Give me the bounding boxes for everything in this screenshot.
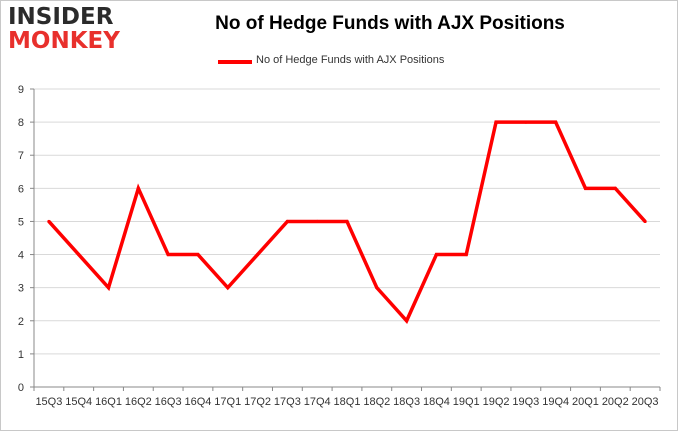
- y-tick-label: 7: [18, 150, 24, 162]
- x-tick-label: 17Q4: [304, 396, 331, 408]
- series: [47, 120, 647, 324]
- data-point: [464, 252, 468, 257]
- x-tick-label: 19Q1: [453, 396, 480, 408]
- y-tick-label: 1: [18, 349, 24, 361]
- x-tick-label: 17Q2: [244, 396, 271, 408]
- x-tick-label: 17Q1: [214, 396, 241, 408]
- y-tick-label: 8: [18, 117, 24, 129]
- data-point: [494, 120, 498, 124]
- y-tick-label: 5: [18, 216, 24, 228]
- x-tick-labels: 15Q3 15Q4 16Q1 16Q2 16Q3 16Q4 17Q1 17Q2 17Q3 17Q4…: [35, 396, 658, 408]
- chart-legend: No of Hedge Funds with AJX Positions: [200, 52, 580, 70]
- data-point: [345, 219, 349, 224]
- logo-line-2: MONKEY: [8, 28, 120, 54]
- data-point: [196, 252, 200, 257]
- data-point: [524, 120, 528, 124]
- y-tick-label: 9: [18, 84, 24, 96]
- x-tick-label: 18Q3: [393, 396, 420, 408]
- x-tick-label: 19Q4: [542, 396, 569, 408]
- data-point: [166, 252, 170, 257]
- x-tick-label: 16Q1: [95, 396, 122, 408]
- x-tick-label: 16Q4: [184, 396, 211, 408]
- legend-swatch: [218, 60, 252, 64]
- x-tick-label: 18Q2: [363, 396, 390, 408]
- x-tick-label: 18Q1: [334, 396, 361, 408]
- y-tick-labels: 0 1 2 3 4 5 6 7 8 9: [18, 84, 24, 394]
- x-tick-label: 18Q4: [423, 396, 450, 408]
- y-tick-label: 6: [18, 183, 24, 195]
- x-tick-label: 16Q3: [155, 396, 182, 408]
- insider-monkey-logo: INSIDER MONKEY: [8, 6, 126, 56]
- x-tick-label: 20Q2: [602, 396, 629, 408]
- data-point: [583, 186, 588, 190]
- x-tick-label: 16Q2: [125, 396, 152, 408]
- axes: [30, 88, 661, 391]
- data-point: [315, 219, 319, 224]
- chart-title: No of Hedge Funds with AJX Positions: [215, 13, 565, 34]
- legend-label: No of Hedge Funds with AJX Positions: [256, 54, 445, 66]
- data-point: [136, 186, 140, 190]
- data-point: [226, 286, 230, 290]
- data-point: [77, 252, 81, 257]
- data-point: [434, 252, 439, 257]
- x-tick-label: 15Q4: [65, 396, 92, 408]
- data-point: [554, 120, 558, 124]
- data-point: [643, 219, 647, 224]
- data-point: [405, 319, 409, 323]
- x-tick-label: 17Q3: [274, 396, 301, 408]
- data-point: [375, 286, 379, 290]
- data-point: [613, 186, 617, 190]
- x-tick-label: 19Q2: [483, 396, 510, 408]
- data-point: [47, 219, 51, 224]
- y-tick-label: 0: [18, 382, 24, 394]
- data-point: [106, 286, 111, 290]
- x-tick-label: 20Q3: [632, 396, 659, 408]
- data-point: [255, 252, 260, 257]
- x-tick-label: 15Q3: [35, 396, 62, 408]
- x-tick-label: 20Q1: [572, 396, 599, 408]
- logo-line-1: INSIDER: [8, 4, 114, 30]
- y-tick-label: 2: [18, 316, 24, 328]
- data-point: [285, 219, 289, 224]
- x-tick-label: 19Q3: [512, 396, 539, 408]
- y-tick-label: 3: [18, 283, 24, 295]
- y-tick-label: 4: [18, 250, 24, 262]
